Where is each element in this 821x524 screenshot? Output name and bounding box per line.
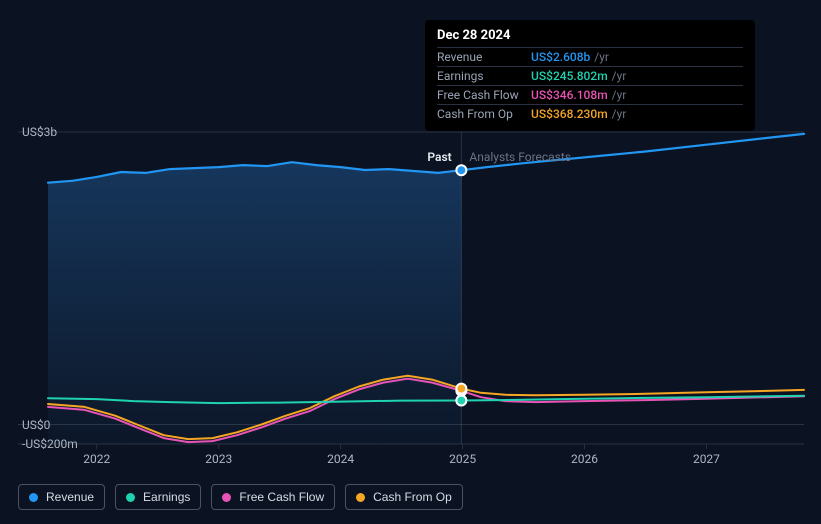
legend-swatch-icon <box>29 493 38 502</box>
legend-item-cfo[interactable]: Cash From Op <box>345 484 463 510</box>
tooltip-row: RevenueUS$2.608b/yr <box>437 47 743 66</box>
tooltip-row: Cash From OpUS$368.230m/yr <box>437 104 743 123</box>
tooltip-row-label: Revenue <box>437 50 531 64</box>
tooltip-row-value: US$346.108m <box>531 88 608 102</box>
tooltip-row-value: US$2.608b <box>531 50 590 64</box>
tooltip-row-label: Free Cash Flow <box>437 88 531 102</box>
legend-item-label: Earnings <box>143 490 190 504</box>
marker-earnings <box>456 396 466 406</box>
legend-item-revenue[interactable]: Revenue <box>18 484 105 510</box>
legend-item-label: Free Cash Flow <box>239 490 324 504</box>
tooltip-row-value: US$245.802m <box>531 69 608 83</box>
x-tick-label: 2024 <box>327 452 354 466</box>
y-tick-label: US$3b <box>22 125 57 139</box>
past-label: Past <box>427 150 451 164</box>
tooltip-row-label: Cash From Op <box>437 107 531 121</box>
tooltip-row: EarningsUS$245.802m/yr <box>437 66 743 85</box>
marker-cfo <box>456 384 466 394</box>
legend-swatch-icon <box>126 493 135 502</box>
legend-item-earnings[interactable]: Earnings <box>115 484 201 510</box>
x-tick-label: 2027 <box>693 452 720 466</box>
tooltip-row-unit: /yr <box>594 50 609 64</box>
x-tick-label: 2026 <box>571 452 598 466</box>
legend-item-fcf[interactable]: Free Cash Flow <box>211 484 335 510</box>
tooltip-row-unit: /yr <box>612 69 627 83</box>
y-tick-label: -US$200m <box>22 437 78 451</box>
legend-swatch-icon <box>222 493 231 502</box>
chart-tooltip: Dec 28 2024 RevenueUS$2.608b/yrEarningsU… <box>425 20 755 131</box>
legend-item-label: Revenue <box>46 490 94 504</box>
marker-revenue <box>456 165 466 175</box>
tooltip-row-unit: /yr <box>612 107 627 121</box>
financials-chart: Past Analysts Forecasts US$3b US$0 -US$200… <box>0 0 821 524</box>
tooltip-row-label: Earnings <box>437 69 531 83</box>
x-tick-label: 2023 <box>205 452 232 466</box>
y-tick-label: US$0 <box>22 418 50 432</box>
legend-item-label: Cash From Op <box>373 490 452 504</box>
tooltip-row-value: US$368.230m <box>531 107 608 121</box>
tooltip-row: Free Cash FlowUS$346.108m/yr <box>437 85 743 104</box>
legend-swatch-icon <box>356 493 365 502</box>
x-tick-label: 2022 <box>83 452 110 466</box>
chart-legend: Revenue Earnings Free Cash Flow Cash From O… <box>18 484 463 510</box>
x-tick-label: 2025 <box>449 452 476 466</box>
tooltip-row-unit: /yr <box>612 88 627 102</box>
tooltip-title: Dec 28 2024 <box>437 28 743 43</box>
forecast-label: Analysts Forecasts <box>469 150 571 164</box>
